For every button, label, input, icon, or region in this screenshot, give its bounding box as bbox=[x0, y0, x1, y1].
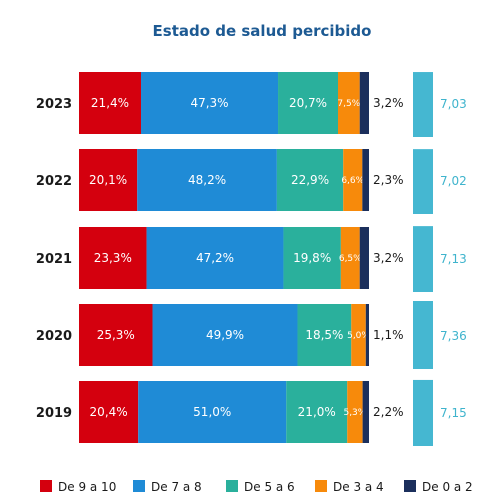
data-label-2020-5: 1,1% bbox=[373, 328, 404, 342]
legend-label-2: De 7 a 8 bbox=[151, 480, 202, 494]
data-label-2020-4: 5,0% bbox=[347, 331, 370, 341]
legend-item-2: De 7 a 8 bbox=[133, 480, 202, 494]
data-label-2019-2: 51,0% bbox=[193, 405, 231, 419]
bar-segment-2022-2 bbox=[137, 149, 277, 211]
data-label-2021-3: 19,8% bbox=[293, 251, 331, 265]
bar-segment-2020-4 bbox=[351, 304, 366, 366]
year-label-2022: 2022 bbox=[36, 174, 72, 189]
legend-label-3: De 5 a 6 bbox=[244, 480, 295, 494]
legend-label-1: De 9 a 10 bbox=[58, 480, 116, 494]
score-label-2020: 7,36 bbox=[440, 329, 467, 343]
bar-segment-2020-5 bbox=[365, 304, 369, 366]
chart-title: Estado de salud percibido bbox=[153, 22, 372, 40]
score-bar-2023 bbox=[413, 72, 433, 137]
data-label-2019-4: 5,3% bbox=[343, 408, 366, 418]
bar-segment-2020-1 bbox=[79, 304, 153, 366]
data-label-2023-1: 21,4% bbox=[91, 96, 129, 110]
legend-item-1: De 9 a 10 bbox=[40, 480, 116, 494]
bar-segment-2023-1 bbox=[79, 72, 141, 134]
score-bar-2022 bbox=[413, 149, 433, 214]
score-label-2019: 7,15 bbox=[440, 406, 467, 420]
data-label-2023-2: 47,3% bbox=[190, 96, 228, 110]
score-label-2023: 7,03 bbox=[440, 97, 467, 111]
legend-swatch-2 bbox=[133, 480, 145, 492]
data-label-2021-1: 23,3% bbox=[94, 251, 132, 265]
chart-rows: 2023 21,4% 47,3% 20,7% 7,5% 3,2% 7,03 2022 20,1%… bbox=[36, 72, 467, 446]
legend-item-3: De 5 a 6 bbox=[226, 480, 295, 494]
bar-segment-2021-5 bbox=[359, 227, 369, 289]
bar-segment-2019-3 bbox=[286, 381, 348, 443]
chart-legend: De 9 a 10 De 7 a 8 De 5 a 6 De 3 a 4 De 0 a … bbox=[40, 480, 473, 494]
data-label-2023-3: 20,7% bbox=[289, 96, 327, 110]
bar-segment-2023-2 bbox=[140, 72, 279, 134]
data-label-2020-1: 25,3% bbox=[97, 328, 135, 342]
bar-segment-2020-2 bbox=[152, 304, 298, 366]
bar-segment-2023-3 bbox=[278, 72, 339, 134]
year-label-2020: 2020 bbox=[36, 329, 72, 344]
legend-swatch-4 bbox=[315, 480, 327, 492]
year-label-2021: 2021 bbox=[36, 252, 72, 267]
bar-segment-2022-5 bbox=[362, 149, 369, 211]
legend-label-5: De 0 a 2 bbox=[422, 480, 473, 494]
bar-segment-2022-3 bbox=[276, 149, 344, 211]
data-label-2022-2: 48,2% bbox=[188, 173, 226, 187]
bar-segment-2021-3 bbox=[283, 227, 341, 289]
year-label-2019: 2019 bbox=[36, 406, 72, 421]
data-label-2022-3: 22,9% bbox=[291, 173, 329, 187]
score-label-2022: 7,02 bbox=[440, 174, 467, 188]
bar-row-2021: 2021 23,3% 47,2% 19,8% 6,5% 3,2% 7,13 bbox=[36, 226, 467, 292]
legend-item-4: De 3 a 4 bbox=[315, 480, 384, 494]
bar-row-2022: 2022 20,1% 48,2% 22,9% 6,6% 2,3% 7,02 bbox=[36, 149, 467, 214]
year-label-2023: 2023 bbox=[36, 97, 72, 112]
data-label-2019-3: 21,0% bbox=[298, 405, 336, 419]
bar-segment-2023-4 bbox=[338, 72, 360, 134]
data-label-2020-2: 49,9% bbox=[206, 328, 244, 342]
bar-segment-2019-1 bbox=[79, 381, 139, 443]
data-label-2021-5: 3,2% bbox=[373, 251, 404, 265]
score-bar-2021 bbox=[413, 226, 433, 292]
data-label-2020-3: 18,5% bbox=[305, 328, 343, 342]
legend-label-4: De 3 a 4 bbox=[333, 480, 384, 494]
score-bar-2019 bbox=[413, 379, 433, 446]
bar-segment-2019-2 bbox=[138, 381, 287, 443]
legend-swatch-3 bbox=[226, 480, 238, 492]
bar-segment-2021-2 bbox=[146, 227, 284, 289]
data-label-2021-2: 47,2% bbox=[196, 251, 234, 265]
data-label-2022-1: 20,1% bbox=[89, 173, 127, 187]
score-bar-2020 bbox=[413, 301, 433, 369]
data-label-2019-5: 2,2% bbox=[373, 405, 404, 419]
bar-row-2020: 2020 25,3% 49,9% 18,5% 5,0% 1,1% 7,36 bbox=[36, 301, 467, 369]
legend-swatch-1 bbox=[40, 480, 52, 492]
bar-segment-2022-1 bbox=[79, 149, 138, 211]
bar-segment-2023-5 bbox=[359, 72, 369, 134]
data-label-2022-4: 6,6% bbox=[341, 176, 364, 186]
bar-row-2019: 2019 20,4% 51,0% 21,0% 5,3% 2,2% 7,15 bbox=[36, 379, 467, 446]
bar-segment-2019-4 bbox=[347, 381, 363, 443]
bar-segment-2021-1 bbox=[79, 227, 147, 289]
bar-row-2023: 2023 21,4% 47,3% 20,7% 7,5% 3,2% 7,03 bbox=[36, 72, 467, 137]
bar-segment-2019-5 bbox=[362, 381, 369, 443]
data-label-2019-1: 20,4% bbox=[90, 405, 128, 419]
legend-item-5: De 0 a 2 bbox=[404, 480, 473, 494]
legend-swatch-5 bbox=[404, 480, 416, 492]
data-label-2021-4: 6,5% bbox=[339, 254, 362, 264]
score-label-2021: 7,13 bbox=[440, 252, 467, 266]
data-label-2023-5: 3,2% bbox=[373, 96, 404, 110]
bar-segment-2022-4 bbox=[343, 149, 363, 211]
bar-segment-2021-4 bbox=[340, 227, 360, 289]
data-label-2023-4: 7,5% bbox=[337, 99, 360, 109]
bar-segment-2020-3 bbox=[297, 304, 352, 366]
data-label-2022-5: 2,3% bbox=[373, 173, 404, 187]
